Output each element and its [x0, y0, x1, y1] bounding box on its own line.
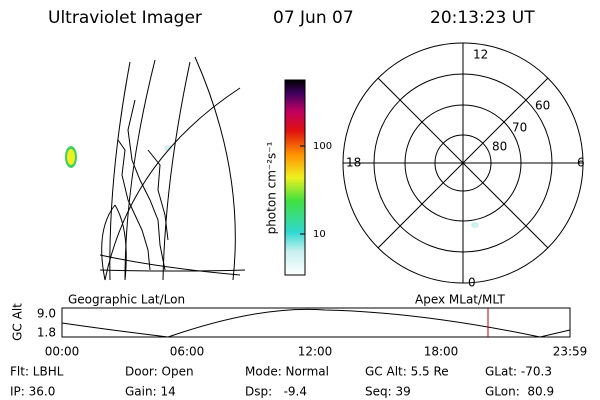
mlt-label: 12 — [473, 48, 488, 62]
footer-field: GC Alt: 5.5 Re — [365, 365, 449, 379]
instrument: Ultraviolet Imager — [48, 8, 202, 28]
footer-field: IP: 36.0 — [10, 385, 55, 399]
panel-caption: Geographic Lat/Lon — [68, 293, 185, 307]
polar-plot — [342, 42, 584, 284]
colorbar-label: photon cm⁻²s⁻¹ — [265, 141, 279, 234]
timeline-x-label: 18:00 — [424, 345, 459, 359]
footer: Flt: LBHL Door: Open Mode: Normal GC Alt: 5… — [10, 365, 554, 399]
lat-label: 80 — [492, 140, 507, 154]
time: 20:13:23 UT — [430, 8, 535, 28]
lat-label: 70 — [512, 121, 527, 135]
footer-field: Dsp: -9.4 — [245, 385, 307, 399]
colorbar-tick-label: 10 — [313, 229, 326, 240]
footer-field: Gain: 14 — [125, 385, 176, 399]
lat-label: 60 — [535, 99, 550, 113]
date: 07 Jun 07 — [273, 8, 354, 28]
timeline-y-label: 1.8 — [37, 326, 56, 340]
colorbar-tick-label: 100 — [313, 141, 332, 152]
timeline-y-label: 9.0 — [37, 307, 56, 321]
timeline-box — [61, 307, 571, 338]
map — [65, 56, 246, 281]
footer-field: Flt: LBHL — [10, 365, 64, 379]
footer-field: Mode: Normal — [245, 365, 329, 379]
footer-field: GLat: -70.3 — [485, 365, 552, 379]
footer-field: Door: Open — [125, 365, 194, 379]
timeline-x-label: 12:00 — [298, 345, 333, 359]
colorbar — [284, 79, 306, 276]
mlt-label: 18 — [346, 156, 361, 170]
footer-field: Seq: 39 — [365, 385, 411, 399]
timeline-x-label: 23:59 — [553, 345, 588, 359]
timeline-x-label: 00:00 — [45, 345, 80, 359]
timeline-x-label: 06:00 — [170, 345, 205, 359]
altitude-curve — [61, 308, 571, 338]
footer-field: GLon: 80.9 — [485, 385, 554, 399]
panel-caption: Apex MLat/MLT — [415, 293, 505, 307]
timeline-axis-label: GC Alt — [11, 303, 25, 341]
mlt-label: 0 — [468, 276, 476, 290]
mlt-label: 6 — [577, 156, 585, 170]
